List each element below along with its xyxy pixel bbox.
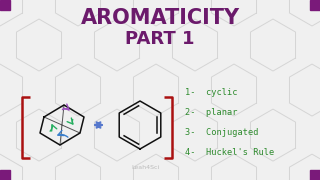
Text: AROMATICITY: AROMATICITY (80, 8, 240, 28)
Bar (310, 170, 320, 180)
Bar (0, 170, 10, 180)
Text: PART 1: PART 1 (125, 30, 195, 48)
Text: 3-  Conjugated: 3- Conjugated (185, 128, 259, 137)
Text: Leah4Sci: Leah4Sci (131, 165, 159, 170)
Bar (310, 0, 320, 10)
Text: 1-  cyclic: 1- cyclic (185, 88, 237, 97)
Text: 2-  planar: 2- planar (185, 108, 237, 117)
Bar (0, 0, 10, 10)
Text: 4-  Huckel's Rule: 4- Huckel's Rule (185, 148, 274, 157)
